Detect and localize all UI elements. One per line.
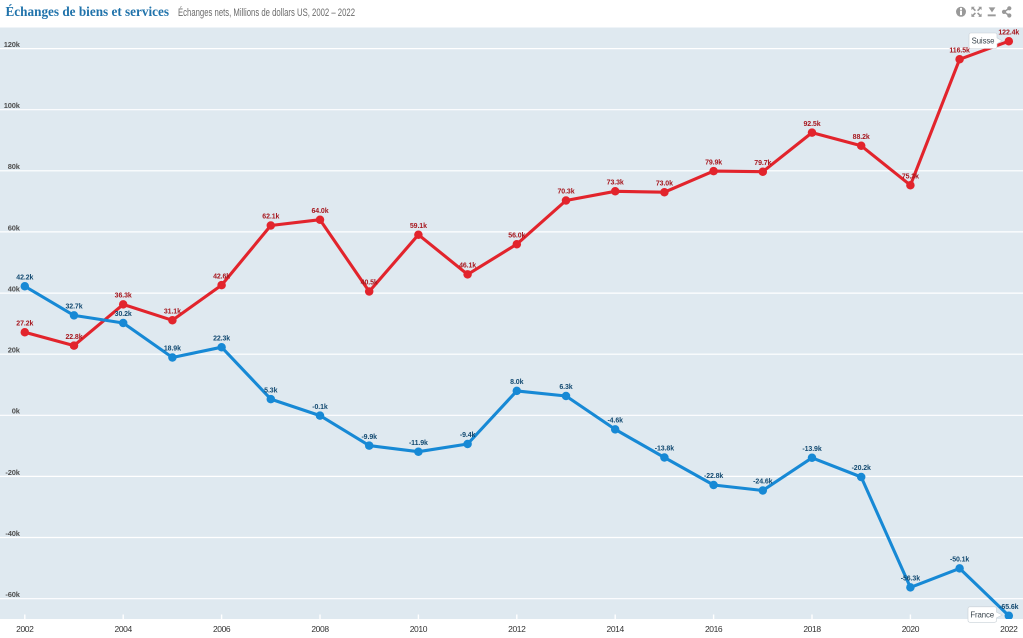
svg-text:31.1k: 31.1k <box>164 309 181 316</box>
svg-text:-22.8k: -22.8k <box>704 473 723 480</box>
svg-text:32.7k: 32.7k <box>65 304 82 311</box>
svg-text:-13.9k: -13.9k <box>802 446 821 453</box>
svg-text:-13.8k: -13.8k <box>655 446 674 453</box>
svg-text:-20k: -20k <box>5 468 20 477</box>
svg-text:27.2k: 27.2k <box>16 320 33 327</box>
svg-text:18.9k: 18.9k <box>164 346 181 353</box>
svg-text:92.5k: 92.5k <box>803 121 820 128</box>
svg-text:122.4k: 122.4k <box>998 29 1019 36</box>
svg-text:2010: 2010 <box>410 624 428 634</box>
svg-text:2016: 2016 <box>705 624 723 634</box>
svg-text:42.2k: 42.2k <box>16 275 33 282</box>
svg-text:-24.6k: -24.6k <box>753 479 772 486</box>
svg-text:2018: 2018 <box>803 624 821 634</box>
svg-text:79.7k: 79.7k <box>754 160 771 167</box>
svg-text:40.5k: 40.5k <box>361 280 378 287</box>
svg-text:2022: 2022 <box>1000 624 1018 634</box>
svg-text:Échanges nets, Millions de dol: Échanges nets, Millions de dollars US, 2… <box>178 6 355 19</box>
svg-text:116.5k: 116.5k <box>949 48 970 55</box>
svg-text:2004: 2004 <box>115 624 133 634</box>
svg-text:-56.3k: -56.3k <box>901 576 920 583</box>
svg-text:64.0k: 64.0k <box>311 208 328 215</box>
svg-text:2008: 2008 <box>311 624 329 634</box>
svg-text:-9.9k: -9.9k <box>361 434 377 441</box>
svg-text:8.0k: 8.0k <box>510 379 523 386</box>
svg-text:2020: 2020 <box>902 624 920 634</box>
svg-text:46.1k: 46.1k <box>459 263 476 270</box>
svg-text:-20.2k: -20.2k <box>852 465 871 472</box>
svg-text:42.6k: 42.6k <box>213 273 230 280</box>
svg-text:-11.9k: -11.9k <box>409 440 428 447</box>
svg-text:2006: 2006 <box>213 624 231 634</box>
svg-text:-40k: -40k <box>5 529 20 538</box>
svg-text:5.3k: 5.3k <box>264 387 277 394</box>
svg-text:79.9k: 79.9k <box>705 159 722 166</box>
svg-text:France: France <box>970 610 994 619</box>
svg-text:Échanges de biens et services: Échanges de biens et services <box>6 3 170 19</box>
svg-text:-50.1k: -50.1k <box>950 557 969 564</box>
svg-text:0k: 0k <box>12 407 21 416</box>
svg-text:73.0k: 73.0k <box>656 180 673 187</box>
svg-text:60k: 60k <box>8 223 21 232</box>
svg-text:59.1k: 59.1k <box>410 223 427 230</box>
svg-text:2014: 2014 <box>607 624 625 634</box>
svg-text:80k: 80k <box>8 162 21 171</box>
svg-text:-60k: -60k <box>5 590 20 599</box>
svg-text:56.0k: 56.0k <box>508 232 525 239</box>
svg-text:62.1k: 62.1k <box>262 214 279 221</box>
svg-text:73.3k: 73.3k <box>607 180 624 187</box>
svg-text:-4.6k: -4.6k <box>607 418 623 425</box>
svg-text:-65.6k: -65.6k <box>999 604 1018 611</box>
svg-text:Suisse: Suisse <box>972 37 995 46</box>
svg-text:22.3k: 22.3k <box>213 335 230 342</box>
svg-text:6.3k: 6.3k <box>559 384 572 391</box>
svg-text:75.3k: 75.3k <box>902 173 919 180</box>
svg-text:88.2k: 88.2k <box>853 134 870 141</box>
svg-text:-9.4k: -9.4k <box>460 432 476 439</box>
svg-text:22.8k: 22.8k <box>65 334 82 341</box>
svg-text:40k: 40k <box>8 285 21 294</box>
svg-text:120k: 120k <box>4 40 21 49</box>
svg-text:20k: 20k <box>8 346 21 355</box>
svg-text:2012: 2012 <box>508 624 526 634</box>
svg-text:100k: 100k <box>4 101 21 110</box>
svg-text:2002: 2002 <box>16 624 34 634</box>
svg-text:70.3k: 70.3k <box>557 189 574 196</box>
svg-text:30.2k: 30.2k <box>115 311 132 318</box>
svg-text:-0.1k: -0.1k <box>312 404 328 411</box>
svg-text:36.3k: 36.3k <box>115 293 132 300</box>
